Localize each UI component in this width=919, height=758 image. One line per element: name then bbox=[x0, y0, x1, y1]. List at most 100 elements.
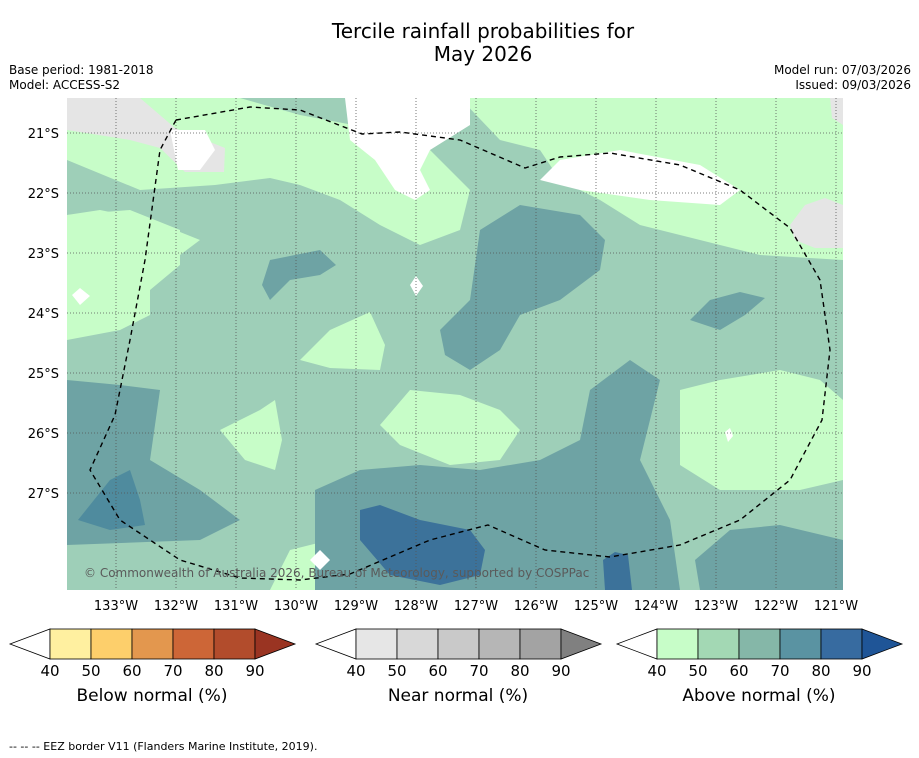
above-40-50-zone-east bbox=[680, 370, 843, 490]
white-spot-center bbox=[410, 276, 423, 296]
colorbar-segment bbox=[779, 628, 822, 660]
colorbar-tick-label: 80 bbox=[510, 662, 529, 680]
lon-label: 127°W bbox=[454, 599, 498, 614]
colorbar-tick-label: 70 bbox=[163, 662, 182, 680]
colorbar-tick-label: 60 bbox=[428, 662, 447, 680]
colorbar-tick-label: 40 bbox=[40, 662, 59, 680]
colorbar-tick-label: 70 bbox=[770, 662, 789, 680]
lon-label: 121°W bbox=[814, 599, 858, 614]
colorbar-extend-high bbox=[560, 628, 603, 660]
colorbar-extend-high bbox=[861, 628, 904, 660]
near-normal-colorbar: 40 50 60 70 80 90 bbox=[314, 628, 603, 680]
white-spot-east bbox=[725, 428, 733, 442]
colorbar-tick-label: 50 bbox=[688, 662, 707, 680]
model-name: Model: ACCESS-S2 bbox=[9, 78, 121, 92]
lon-label: 132°W bbox=[154, 599, 198, 614]
colorbar-segment bbox=[519, 628, 562, 660]
colorbar-tick-label: 50 bbox=[387, 662, 406, 680]
lon-label: 133°W bbox=[94, 599, 138, 614]
colorbar-tick-label: 80 bbox=[811, 662, 830, 680]
lon-label: 131°W bbox=[214, 599, 258, 614]
colorbar-segment bbox=[820, 628, 863, 660]
colorbar-tick-label: 90 bbox=[852, 662, 871, 680]
lon-label: 125°W bbox=[574, 599, 618, 614]
colorbar-segment bbox=[213, 628, 256, 660]
above-60-70-zone-northwest bbox=[262, 250, 336, 300]
colorbar-tick-label: 90 bbox=[551, 662, 570, 680]
lat-label: 24°S bbox=[28, 307, 59, 322]
map-title: Tercile rainfall probabilities for May 2… bbox=[0, 20, 919, 66]
title-line-2: May 2026 bbox=[433, 42, 533, 66]
title-line-1: Tercile rainfall probabilities for bbox=[331, 19, 635, 43]
colorbar-segment bbox=[738, 628, 781, 660]
latitude-labels: 21°S 22°S 23°S 24°S 25°S 26°S 27°S bbox=[28, 127, 59, 502]
eez-border bbox=[89, 106, 831, 581]
issued-date: Issued: 09/03/2026 bbox=[795, 78, 911, 92]
colorbar-segment bbox=[49, 628, 92, 660]
colorbar-tick-label: 50 bbox=[81, 662, 100, 680]
above-normal-label: Above normal (%) bbox=[682, 686, 836, 706]
colorbar-tick-label: 60 bbox=[729, 662, 748, 680]
colorbar-tick-label: 70 bbox=[469, 662, 488, 680]
white-spot-south bbox=[310, 550, 330, 570]
above-40-50-zone-southwest bbox=[220, 400, 282, 470]
white-spot-west bbox=[72, 288, 90, 305]
colorbar-extend-low bbox=[8, 628, 51, 660]
below-normal-colorbar: 40 50 60 70 80 90 bbox=[8, 628, 297, 680]
above-normal-colorbar: 40 50 60 70 80 90 bbox=[615, 628, 904, 680]
colorbar-tick-label: 90 bbox=[245, 662, 264, 680]
lat-label: 22°S bbox=[28, 187, 59, 202]
copyright-text: © Commonwealth of Australia 2026, Bureau… bbox=[84, 566, 589, 580]
colorbar-extend-high bbox=[254, 628, 297, 660]
colorbar-tick-label: 80 bbox=[204, 662, 223, 680]
grey-mask-northeast bbox=[830, 98, 843, 125]
white-gap-northeast bbox=[540, 150, 740, 205]
above-60-70-zone-southeast bbox=[695, 525, 843, 590]
graticule bbox=[67, 98, 843, 590]
lat-label: 21°S bbox=[28, 127, 59, 142]
colorbar-extend-low bbox=[615, 628, 658, 660]
lat-label: 26°S bbox=[28, 427, 59, 442]
above-70-80-zone-south bbox=[360, 505, 485, 585]
lon-label: 130°W bbox=[274, 599, 318, 614]
meta-right: Model run: 07/03/2026 Issued: 09/03/2026 bbox=[774, 63, 911, 93]
lat-label: 25°S bbox=[28, 367, 59, 382]
lat-label: 23°S bbox=[28, 247, 59, 262]
lon-label: 123°W bbox=[694, 599, 738, 614]
above-40-50-zone-west-2 bbox=[67, 210, 180, 340]
lon-label: 126°W bbox=[514, 599, 558, 614]
above-70-80-zone-southeast bbox=[603, 552, 632, 590]
lat-label: 27°S bbox=[28, 487, 59, 502]
colorbar-segment bbox=[656, 628, 699, 660]
above-40-50-zone-center bbox=[300, 312, 385, 370]
colorbar-segment bbox=[355, 628, 398, 660]
white-gap-northwest bbox=[170, 130, 215, 170]
meta-left: Base period: 1981-2018 Model: ACCESS-S2 bbox=[9, 63, 154, 93]
base-period: Base period: 1981-2018 bbox=[9, 63, 154, 77]
colorbar-segment bbox=[90, 628, 133, 660]
colorbar-segment bbox=[478, 628, 521, 660]
longitude-labels: 133°W 132°W 131°W 130°W 129°W 128°W 127°… bbox=[94, 599, 858, 614]
colorbar-segment bbox=[697, 628, 740, 660]
colorbar-segment bbox=[396, 628, 439, 660]
colorbar-tick-label: 40 bbox=[647, 662, 666, 680]
model-run: Model run: 07/03/2026 bbox=[773, 63, 911, 77]
colorbar-segment bbox=[437, 628, 480, 660]
above-70-80-zone-west bbox=[78, 470, 145, 530]
lon-label: 129°W bbox=[334, 599, 378, 614]
eez-footnote: -- -- -- EEZ border V11 (Flanders Marine… bbox=[9, 740, 318, 753]
colorbar-extend-low bbox=[314, 628, 357, 660]
colorbar-segment bbox=[172, 628, 215, 660]
above-60-70-zone-center bbox=[440, 205, 605, 370]
colorbar-tick-label: 40 bbox=[346, 662, 365, 680]
lon-label: 128°W bbox=[394, 599, 438, 614]
colorbars: 40 50 60 70 80 90 40 50 60 70 80 90 40 50 60 70 80 90 bbox=[8, 628, 904, 680]
colorbar-tick-label: 60 bbox=[122, 662, 141, 680]
colorbar-segment bbox=[131, 628, 174, 660]
probability-field: © Commonwealth of Australia 2026, Bureau… bbox=[67, 98, 843, 590]
lon-label: 124°W bbox=[634, 599, 678, 614]
above-60-70-zone-east bbox=[690, 292, 765, 330]
lon-label: 122°W bbox=[754, 599, 798, 614]
white-gap-north bbox=[345, 98, 470, 200]
